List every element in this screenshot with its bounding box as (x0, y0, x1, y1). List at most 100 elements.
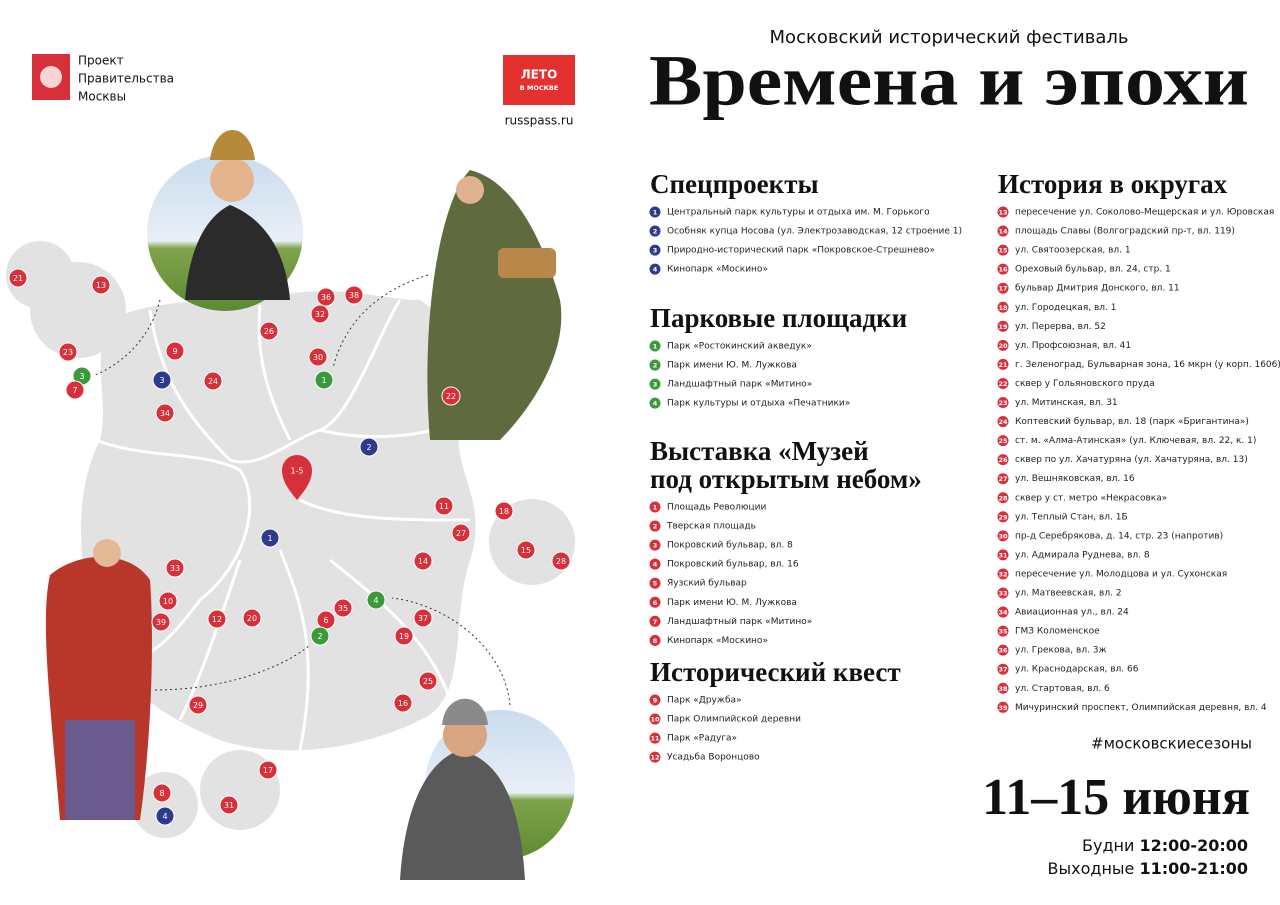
item-badge (649, 244, 661, 256)
map-marker-label: 24 (208, 377, 218, 386)
item-number: 33 (998, 590, 1007, 598)
schedule-label: Будни (1082, 836, 1134, 855)
item-badge (997, 568, 1009, 580)
map-marker (155, 806, 175, 826)
map-marker (58, 342, 78, 362)
item-text: сквер у ст. метро «Некрасовка» (1015, 493, 1167, 503)
arrow (391, 597, 511, 706)
badge-line: ЛЕТО (521, 68, 558, 82)
item-badge (997, 301, 1009, 313)
border (94, 438, 252, 672)
map-region (132, 772, 198, 838)
map-marker (151, 612, 171, 632)
figure-helmet (442, 698, 488, 725)
item-number: 21 (998, 361, 1008, 369)
item-number: 14 (998, 228, 1008, 236)
map-marker-label: 2 (317, 632, 322, 641)
map-marker (333, 598, 353, 618)
item-text: площадь Славы (Волгоградский пр-т, вл. 1… (1015, 227, 1235, 237)
item-number: 9 (653, 697, 658, 705)
item-badge (997, 625, 1009, 637)
item-badge (997, 244, 1009, 256)
item-number: 6 (653, 599, 658, 607)
item-text: ул. Митинская, вл. 31 (1015, 398, 1118, 408)
figure-skirt (65, 720, 135, 820)
figure-woman (427, 170, 562, 440)
item-text: ул. Грекова, вл. 3ж (1015, 646, 1107, 656)
item-badge (649, 501, 661, 513)
item-text: Коптевский бульвар, вл. 18 (парк «Бриган… (1015, 417, 1249, 427)
badge-line: В МОСКВЕ (520, 84, 559, 92)
item-number: 20 (998, 342, 1008, 350)
item-badge (997, 435, 1009, 447)
map-marker (359, 437, 379, 457)
item-number: 10 (650, 716, 660, 724)
item-text: Покровский бульвар, вл. 16 (667, 560, 799, 570)
map-marker (308, 347, 328, 367)
item-badge (649, 732, 661, 744)
border (329, 558, 452, 701)
item-badge (997, 320, 1009, 332)
map-marker-label: 17 (263, 766, 273, 775)
item-number: 35 (998, 628, 1008, 636)
item-badge (649, 596, 661, 608)
item-badge (649, 340, 661, 352)
item-number: 38 (998, 685, 1008, 693)
map-marker (242, 608, 262, 628)
item-number: 24 (998, 418, 1008, 426)
hashtag: #московскиесезоны (1091, 735, 1252, 753)
item-badge (649, 694, 661, 706)
map-marker-label: 14 (418, 557, 428, 566)
item-text: Ореховый бульвар, вл. 24, стр. 1 (1015, 265, 1171, 275)
figure-head (210, 158, 254, 202)
item-number: 28 (998, 494, 1008, 502)
item-number: 1 (653, 504, 658, 512)
item-badge (997, 663, 1009, 675)
map-marker-label: 1 (321, 376, 326, 385)
item-number: 4 (653, 561, 658, 569)
map-marker (207, 609, 227, 629)
dates: 11–15 июня (982, 769, 1250, 826)
section-title: Парковые площадки (650, 303, 907, 333)
border (278, 549, 310, 751)
item-text: Парк «Радуга» (667, 734, 737, 744)
item-badge (649, 225, 661, 237)
item-badge (649, 713, 661, 725)
item-badge (649, 263, 661, 275)
item-number: 3 (653, 542, 658, 550)
item-number: 4 (653, 266, 658, 274)
item-text: ул. Краснодарская, вл. 66 (1015, 665, 1139, 675)
item-text: Парк «Дружба» (667, 696, 742, 706)
map-marker (434, 496, 454, 516)
item-badge (997, 416, 1009, 428)
item-text: ст. м. «Алма-Атинская» (ул. Ключевая, вл… (1015, 436, 1256, 446)
map-marker (394, 626, 414, 646)
map-marker (259, 321, 279, 341)
item-text: ул. Стартовая, вл. 6 (1015, 684, 1110, 694)
map-marker (551, 551, 571, 571)
item-text: пр-д Серебрякова, д. 14, стр. 23 (напрот… (1015, 531, 1223, 541)
item-text: Парк имени Ю. М. Лужкова (667, 361, 797, 371)
border (257, 304, 292, 441)
map-marker-label: 19 (399, 632, 409, 641)
item-number: 23 (998, 399, 1007, 407)
schedule-time: 11:00-21:00 (1140, 859, 1249, 878)
section-title: под открытым небом» (650, 464, 922, 494)
item-number: 26 (998, 456, 1008, 464)
item-number: 25 (998, 437, 1008, 445)
map-marker (91, 275, 111, 295)
item-badge (997, 549, 1009, 561)
item-number: 34 (998, 609, 1008, 617)
map-marker (413, 551, 433, 571)
item-text: бульвар Дмитрия Донского, вл. 11 (1015, 284, 1180, 294)
item-number: 31 (998, 551, 1008, 559)
map-marker (413, 608, 433, 628)
item-badge (649, 615, 661, 627)
item-badge (649, 359, 661, 371)
item-text: Центральный парк культуры и отдыха им. М… (667, 208, 930, 218)
item-badge (649, 520, 661, 532)
arrow (154, 644, 311, 691)
center-pin-label: 1-5 (290, 467, 303, 476)
map-marker-label: 35 (338, 604, 348, 613)
map-marker (258, 760, 278, 780)
